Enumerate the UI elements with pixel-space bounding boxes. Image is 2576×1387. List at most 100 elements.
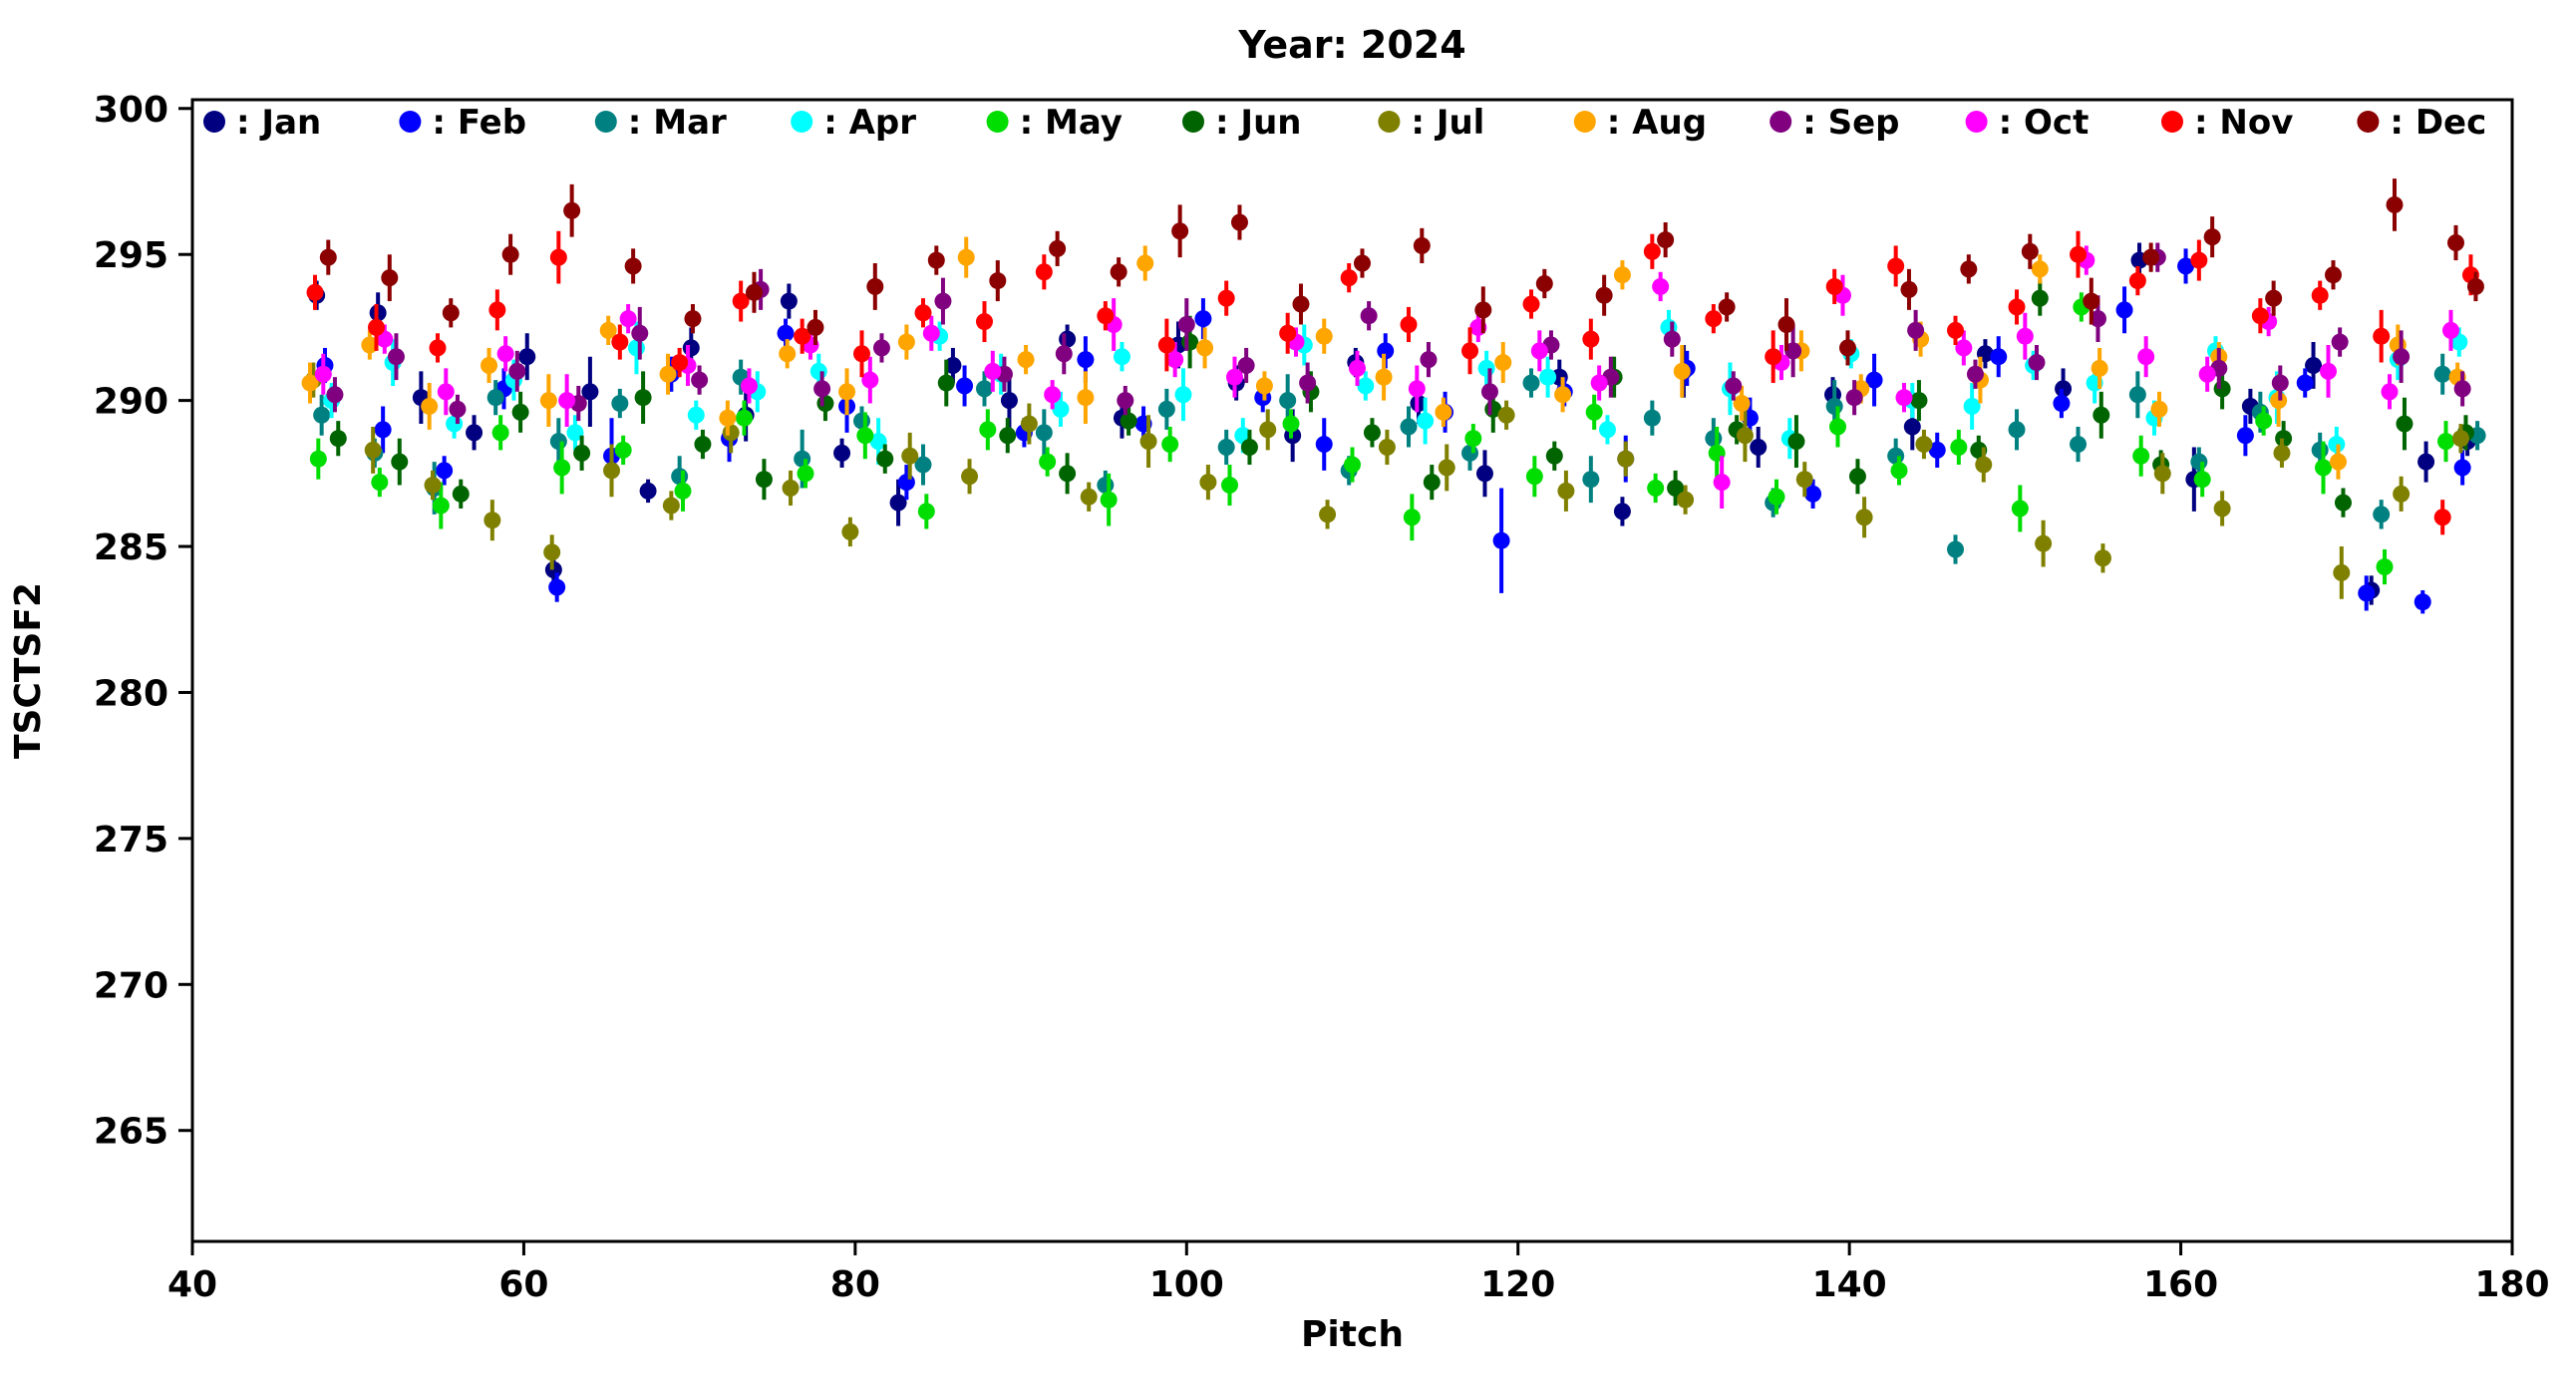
data-point	[2093, 406, 2110, 424]
data-point	[2053, 395, 2071, 413]
y-axis-label: TSCTSF2	[8, 582, 49, 759]
data-point	[1461, 444, 1479, 462]
data-point	[1181, 333, 1199, 351]
legend-item-Jul: : Jul	[1378, 103, 1484, 143]
data-point	[2190, 251, 2208, 269]
legend-label: : Oct	[1999, 103, 2090, 143]
legend-item-Jan: : Jan	[203, 103, 321, 143]
data-point	[2315, 459, 2333, 477]
legend-label: : Jun	[1215, 103, 1302, 143]
data-point	[1497, 406, 1515, 424]
data-point	[539, 392, 557, 410]
data-point	[2442, 321, 2460, 339]
data-point	[1677, 491, 1695, 509]
data-point	[779, 345, 797, 363]
y-tick-label: 285	[94, 527, 168, 568]
data-point	[491, 424, 509, 442]
data-point	[806, 318, 824, 336]
data-point	[2320, 362, 2338, 380]
data-point	[1049, 239, 1067, 257]
data-point	[876, 450, 894, 468]
data-point	[563, 201, 581, 219]
legend-marker-icon	[1378, 111, 1401, 133]
data-point	[1768, 488, 1785, 506]
data-point	[1492, 531, 1510, 549]
data-point	[421, 397, 439, 415]
data-point	[671, 354, 689, 372]
legend-item-Nov: : Nov	[2161, 103, 2293, 143]
data-point	[1348, 359, 1366, 377]
data-point	[2035, 534, 2053, 552]
data-point	[694, 436, 712, 454]
data-point	[2334, 494, 2352, 512]
legend-marker-icon	[1182, 111, 1204, 133]
data-point	[1438, 459, 1455, 477]
legend-label: : Dec	[2390, 103, 2486, 143]
data-point	[1673, 362, 1691, 380]
series-Dec	[319, 178, 2484, 366]
data-point	[1461, 342, 1479, 360]
data-point	[2070, 436, 2088, 454]
data-point	[989, 272, 1007, 290]
data-point	[2251, 307, 2269, 325]
x-tick-label: 80	[830, 1264, 880, 1305]
data-point	[1530, 342, 1548, 360]
data-point	[944, 356, 962, 374]
data-point	[2376, 558, 2394, 576]
data-point	[1077, 351, 1095, 369]
legend-label: : Feb	[432, 103, 526, 143]
data-point	[429, 339, 447, 357]
data-point	[1915, 436, 1933, 454]
data-point	[2437, 433, 2455, 451]
data-point	[2271, 374, 2289, 392]
data-point	[1017, 351, 1035, 369]
data-point	[2296, 374, 2314, 392]
data-point	[436, 462, 454, 480]
legend-item-Feb: : Feb	[399, 103, 526, 143]
data-point	[1319, 506, 1337, 523]
data-point	[1647, 479, 1665, 497]
data-point	[917, 503, 935, 520]
data-point	[1315, 436, 1333, 454]
data-point	[631, 324, 649, 342]
data-point	[1582, 471, 1600, 489]
data-point	[1617, 450, 1635, 468]
data-point	[639, 482, 657, 500]
data-point	[1705, 310, 1723, 328]
data-point	[1613, 503, 1631, 520]
data-point	[1765, 348, 1782, 366]
y-tick-label: 270	[94, 965, 168, 1006]
data-point	[1157, 400, 1175, 418]
data-point	[1890, 462, 1908, 480]
data-point	[1966, 365, 1984, 383]
data-point	[682, 339, 700, 357]
data-point	[449, 400, 467, 418]
data-point	[1423, 474, 1441, 492]
x-tick-label: 180	[2474, 1264, 2549, 1305]
data-point	[614, 441, 632, 459]
data-point	[1039, 453, 1057, 471]
data-point	[1947, 321, 1965, 339]
data-point	[371, 474, 389, 492]
data-point	[558, 392, 576, 410]
data-point	[2417, 453, 2435, 471]
data-point	[794, 327, 811, 345]
data-point	[999, 427, 1017, 445]
data-point	[2213, 380, 2231, 398]
data-point	[1494, 354, 1512, 372]
data-point	[1059, 465, 1077, 483]
legend-label: : Sep	[1802, 103, 1899, 143]
data-point	[2333, 563, 2351, 581]
data-point	[1097, 307, 1115, 325]
data-point	[866, 277, 884, 295]
data-point	[1417, 412, 1435, 430]
data-point	[2198, 365, 2216, 383]
data-point	[2089, 310, 2106, 328]
series-Oct	[314, 245, 2460, 509]
data-point	[659, 365, 677, 383]
plot-border	[190, 98, 2514, 1243]
data-point	[1475, 465, 1493, 483]
data-point	[2193, 471, 2211, 489]
legend-marker-icon	[1965, 111, 1988, 133]
legend-item-Apr: : Apr	[791, 103, 916, 143]
